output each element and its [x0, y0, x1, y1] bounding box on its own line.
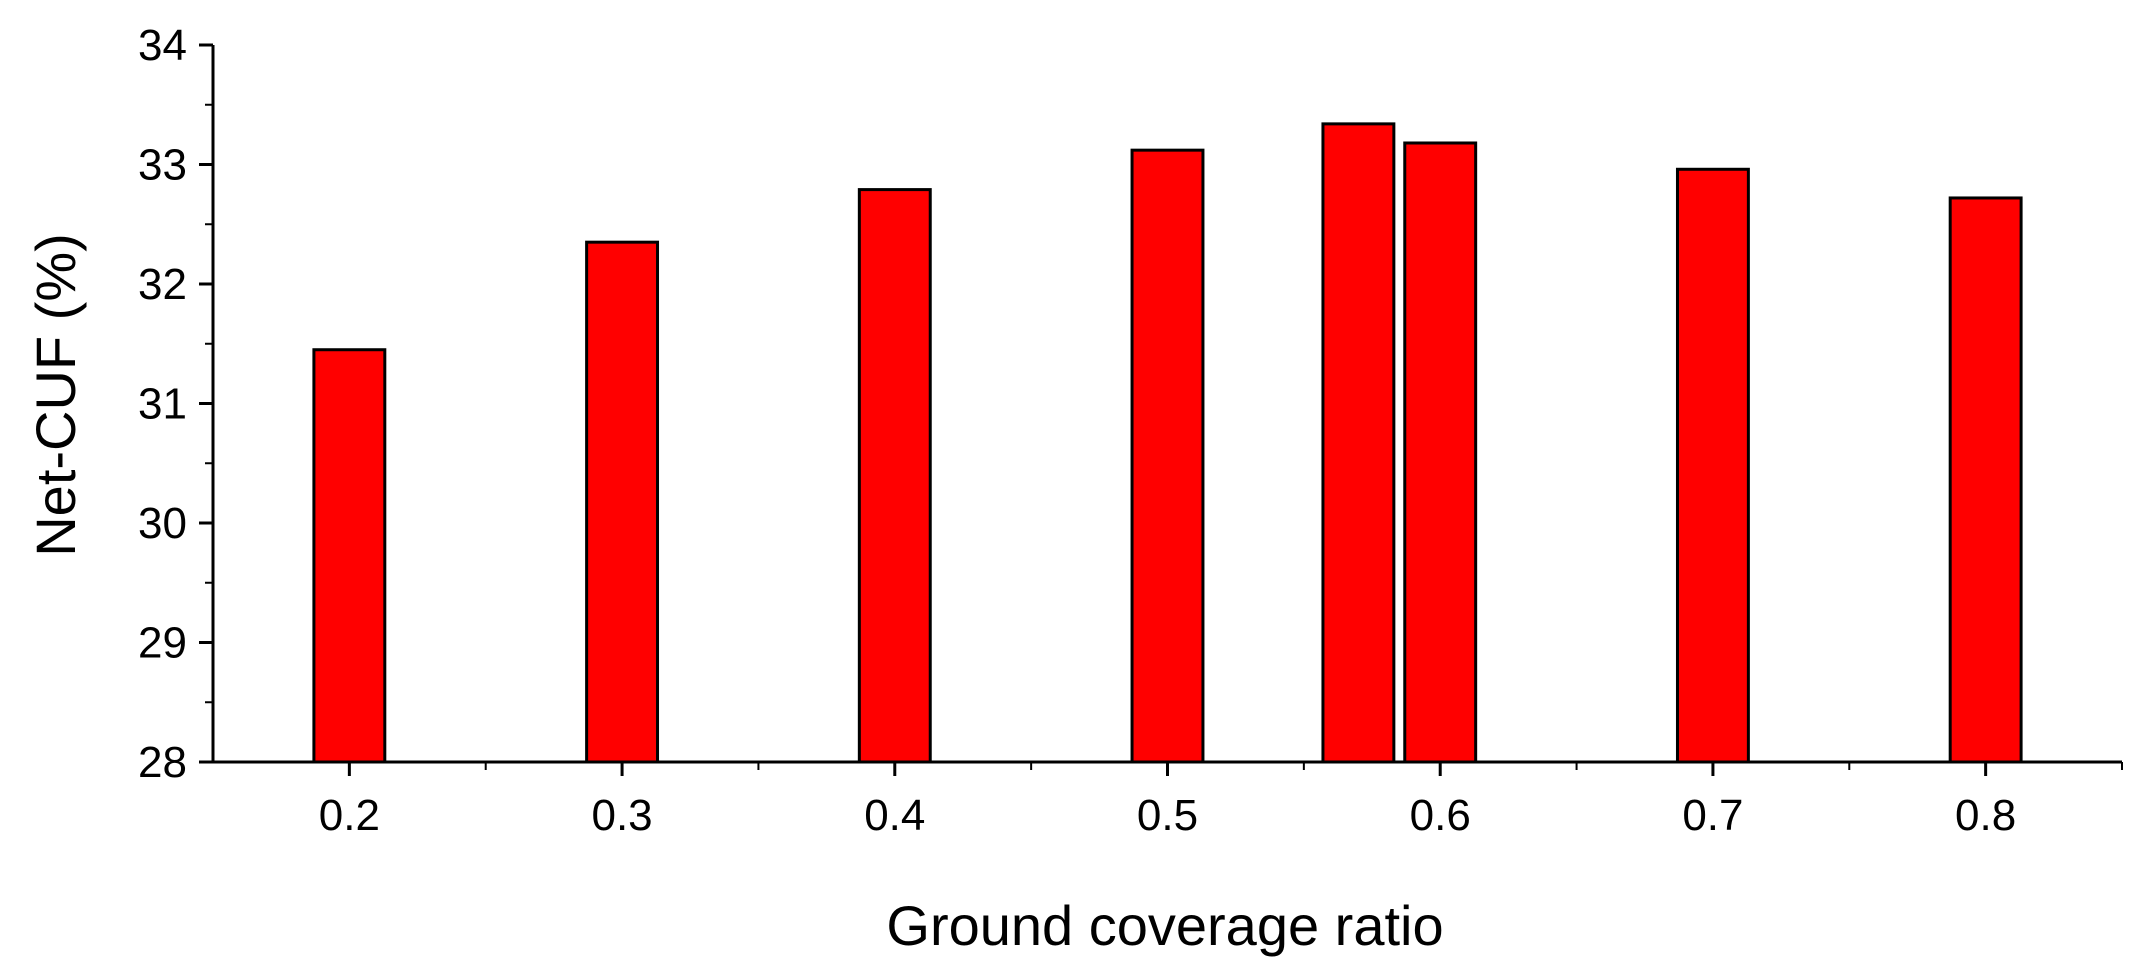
y-tick-label-1: 29 — [138, 619, 187, 668]
y-tick-label-4: 32 — [138, 260, 187, 309]
y-tick-label-5: 33 — [138, 141, 187, 190]
bar-7 — [1948, 196, 2023, 764]
x-tick-label-5: 0.7 — [1682, 791, 1743, 840]
bar-6 — [1675, 167, 1750, 764]
x-tick-label-4: 0.6 — [1410, 791, 1471, 840]
bar-2 — [857, 188, 932, 764]
x-tick-label-3: 0.5 — [1137, 791, 1198, 840]
y-tick-label-3: 31 — [138, 380, 187, 429]
bar-5 — [1403, 141, 1478, 764]
bar-3 — [1130, 148, 1205, 764]
x-tick-label-1: 0.3 — [591, 791, 652, 840]
y-tick-label-2: 30 — [138, 499, 187, 548]
bars — [312, 122, 2023, 764]
y-tick-label-6: 34 — [138, 21, 187, 70]
x-tick-label-6: 0.8 — [1955, 791, 2016, 840]
x-axis-title: Ground coverage ratio — [886, 894, 1443, 957]
x-tick-label-2: 0.4 — [864, 791, 925, 840]
ticks: 28 29 30 31 32 33 34 0.2 0.3 0.4 0.5 0.6 0.7 0.8 — [138, 21, 2123, 840]
bar-4 — [1321, 122, 1396, 764]
x-tick-label-0: 0.2 — [319, 791, 380, 840]
y-axis-title: Net-CUF (%) — [24, 233, 87, 557]
bar-1 — [585, 240, 660, 764]
y-tick-label-0: 28 — [138, 738, 187, 787]
bar-0 — [312, 348, 387, 764]
